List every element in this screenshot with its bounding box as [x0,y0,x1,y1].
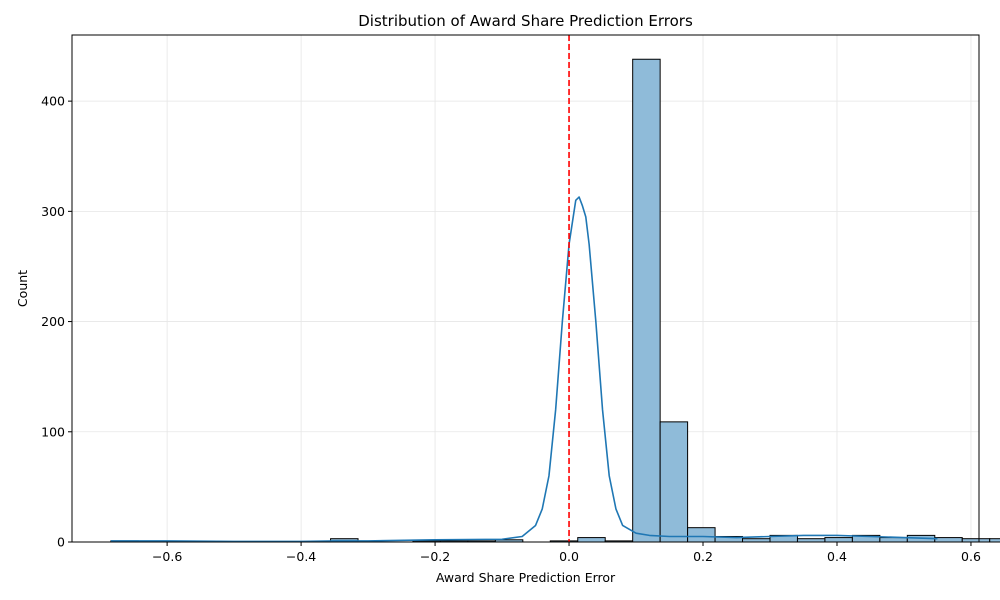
histogram-bar [687,527,716,543]
y-axis-label: Count [15,270,30,307]
y-ticks: 0 100 200 300 400 [41,94,72,550]
x-tick-label: 0.4 [827,549,847,564]
y-tick-label: 0 [57,535,65,550]
kde-layer [110,196,938,543]
x-tick-label: −0.2 [420,549,450,564]
histogram-bar [577,537,606,543]
plot-frame [71,34,980,543]
kde-curve [110,196,938,543]
bars-layer [110,58,1000,543]
x-tick-label: 0.0 [559,549,579,564]
x-tick-label: −0.6 [152,549,182,564]
x-axis-label: Award Share Prediction Error [436,570,616,585]
x-ticks: −0.6 −0.4 −0.2 0.0 0.2 0.4 0.6 [152,542,981,564]
histogram-bar [934,537,963,543]
histogram-bar [632,58,661,543]
histogram-bar [989,538,1000,543]
y-tick-label: 400 [41,94,65,109]
x-tick-label: 0.2 [693,549,713,564]
histogram-bar [824,537,853,543]
x-tick-label: 0.6 [961,549,981,564]
x-tick-label: −0.4 [286,549,316,564]
y-tick-label: 200 [41,314,65,329]
chart-title: Distribution of Award Share Prediction E… [358,12,693,30]
histogram-bar [659,421,689,543]
grid-layer [72,35,979,543]
y-tick-label: 300 [41,204,65,219]
y-tick-label: 100 [41,424,65,439]
